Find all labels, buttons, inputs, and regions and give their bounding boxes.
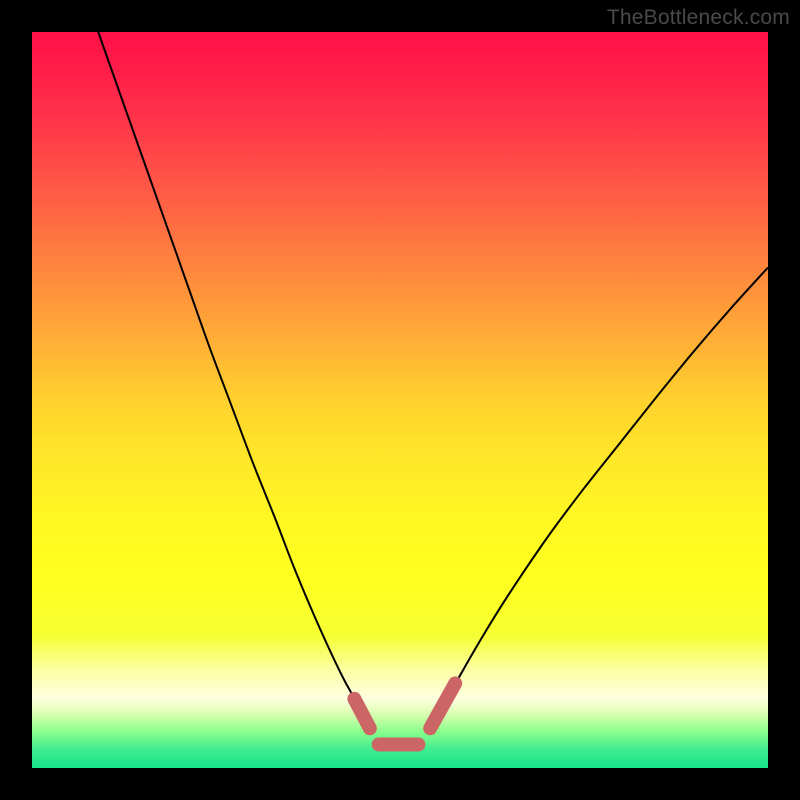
plot-frame bbox=[0, 0, 800, 800]
curve-right bbox=[430, 268, 768, 729]
trough-seg-2 bbox=[430, 683, 455, 728]
plot-area bbox=[32, 32, 768, 768]
curve-layer bbox=[32, 32, 768, 768]
curve-left bbox=[98, 32, 370, 728]
page-root: TheBottleneck.com bbox=[0, 0, 800, 800]
trough-seg-0 bbox=[354, 699, 369, 728]
trough-marker bbox=[354, 683, 455, 744]
